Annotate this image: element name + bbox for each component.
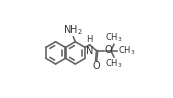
Text: CH$_3$: CH$_3$ <box>118 44 135 57</box>
Text: O: O <box>92 61 100 71</box>
Text: NH$_2$: NH$_2$ <box>63 23 83 37</box>
Text: N: N <box>86 46 93 56</box>
Text: CH$_3$: CH$_3$ <box>105 57 123 70</box>
Text: H: H <box>86 35 93 44</box>
Text: CH$_3$: CH$_3$ <box>105 31 123 44</box>
Text: O: O <box>104 45 112 55</box>
